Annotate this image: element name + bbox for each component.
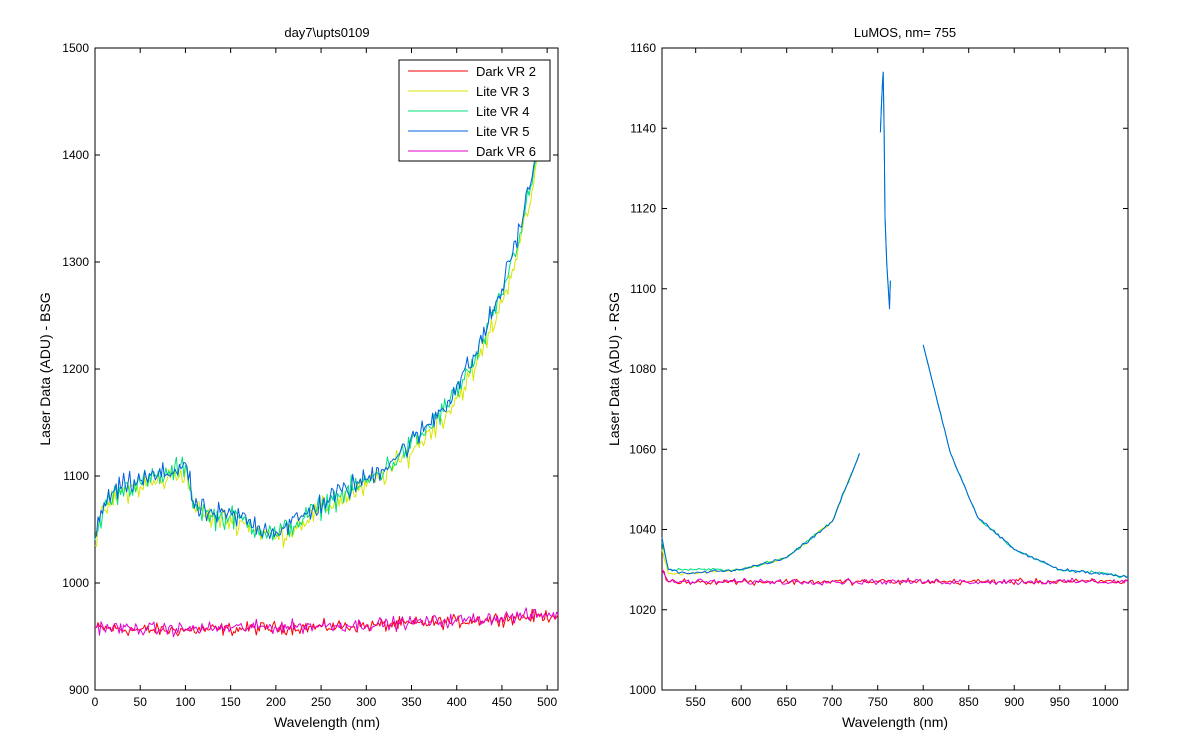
left-x-tick-label: 350: [401, 695, 421, 709]
left-panel: day7\upts0109 0 50 100 150 200 250 300 350 400 45…: [37, 25, 559, 730]
left-y-tick-label: 1200: [62, 362, 89, 376]
legend-entry: Dark VR 2: [476, 64, 536, 79]
legend: Dark VR 2 Lite VR 3 Lite VR 4 Lite VR 5 Dark…: [398, 59, 551, 162]
left-y-tick-label: 1100: [63, 469, 89, 483]
right-plot-frame: [661, 47, 1129, 691]
left-y-tick-label: 1300: [62, 255, 89, 269]
right-y-tick-label: 1060: [629, 442, 656, 456]
legend-items: Dark VR 2 Lite VR 3 Lite VR 4 Lite VR 5 Dark…: [408, 64, 536, 159]
right-series-lite-vr-5: [661, 71, 1129, 579]
left-x-tick-label: 0: [92, 695, 99, 709]
left-x-tick-label: 400: [447, 695, 467, 709]
left-x-tick-label: 200: [266, 695, 286, 709]
left-x-tick-label: 450: [492, 695, 512, 709]
left-y-axis-label: Laser Data (ADU) - BSG: [37, 292, 53, 445]
right-x-tick-label: 1000: [1092, 695, 1119, 709]
left-y-tick-label: 1400: [62, 148, 89, 162]
right-y-tick-label: 1000: [629, 683, 656, 697]
right-y-tick-label: 1160: [630, 41, 656, 55]
right-x-tick-label: 600: [731, 695, 751, 709]
left-series-dark-vr-6: [94, 607, 559, 638]
legend-entry: Lite VR 3: [476, 84, 529, 99]
left-x-tick-label: 50: [134, 695, 148, 709]
left-series-lite-vr-3: [94, 154, 539, 548]
left-x-tick-label: 250: [311, 695, 331, 709]
left-x-tick-label: 100: [175, 695, 195, 709]
right-x-tick-label: 650: [777, 695, 797, 709]
right-y-axis-label: Laser Data (ADU) - RSG: [606, 292, 622, 446]
left-plot-area: [94, 142, 559, 638]
left-series-lite-vr-5: [94, 142, 539, 540]
left-title: day7\upts0109: [284, 25, 369, 40]
right-plot-area: [661, 71, 1129, 586]
right-series-dark-vr-6: [661, 569, 1129, 586]
left-x-tick-label: 150: [221, 695, 241, 709]
left-series-lite-vr-4: [94, 149, 539, 541]
right-y-tick-label: 1080: [629, 362, 656, 376]
left-y-tick-label: 1500: [62, 41, 89, 55]
right-series-dark-vr-2: [661, 569, 1129, 586]
right-x-axis-label: Wavelength (nm): [842, 714, 948, 730]
right-x-tick-label: 800: [913, 695, 933, 709]
right-x-tick-label: 950: [1050, 695, 1070, 709]
right-axis-ticks: 550 600 650 700 750 800 850 900 950 1000 1000 1020 1…: [629, 41, 1128, 709]
left-x-tick-label: 300: [356, 695, 376, 709]
left-x-axis-label: Wavelength (nm): [274, 714, 380, 730]
left-y-tick-label: 1000: [62, 576, 89, 590]
left-x-tick-label: 500: [537, 695, 557, 709]
right-x-tick-label: 900: [1004, 695, 1024, 709]
right-x-tick-label: 700: [822, 695, 842, 709]
right-y-tick-label: 1040: [629, 523, 656, 537]
right-y-tick-label: 1120: [630, 202, 656, 216]
legend-entry: Lite VR 4: [476, 104, 529, 119]
right-x-tick-label: 550: [686, 695, 706, 709]
right-title: LuMOS, nm= 755: [854, 25, 956, 40]
right-x-tick-label: 750: [868, 695, 888, 709]
right-y-tick-label: 1100: [630, 282, 656, 296]
left-axis-ticks: 0 50 100 150 200 250 300 350 400 450 500 900 1000 110…: [62, 41, 558, 709]
left-y-tick-label: 900: [69, 683, 89, 697]
right-y-tick-label: 1140: [630, 121, 656, 135]
right-x-tick-label: 850: [959, 695, 979, 709]
legend-entry: Dark VR 6: [476, 144, 536, 159]
legend-entry: Lite VR 5: [476, 124, 529, 139]
right-panel: LuMOS, nm= 755 550 600 650 700 750 800 850 900 9…: [606, 25, 1129, 730]
right-y-tick-label: 1020: [629, 603, 656, 617]
